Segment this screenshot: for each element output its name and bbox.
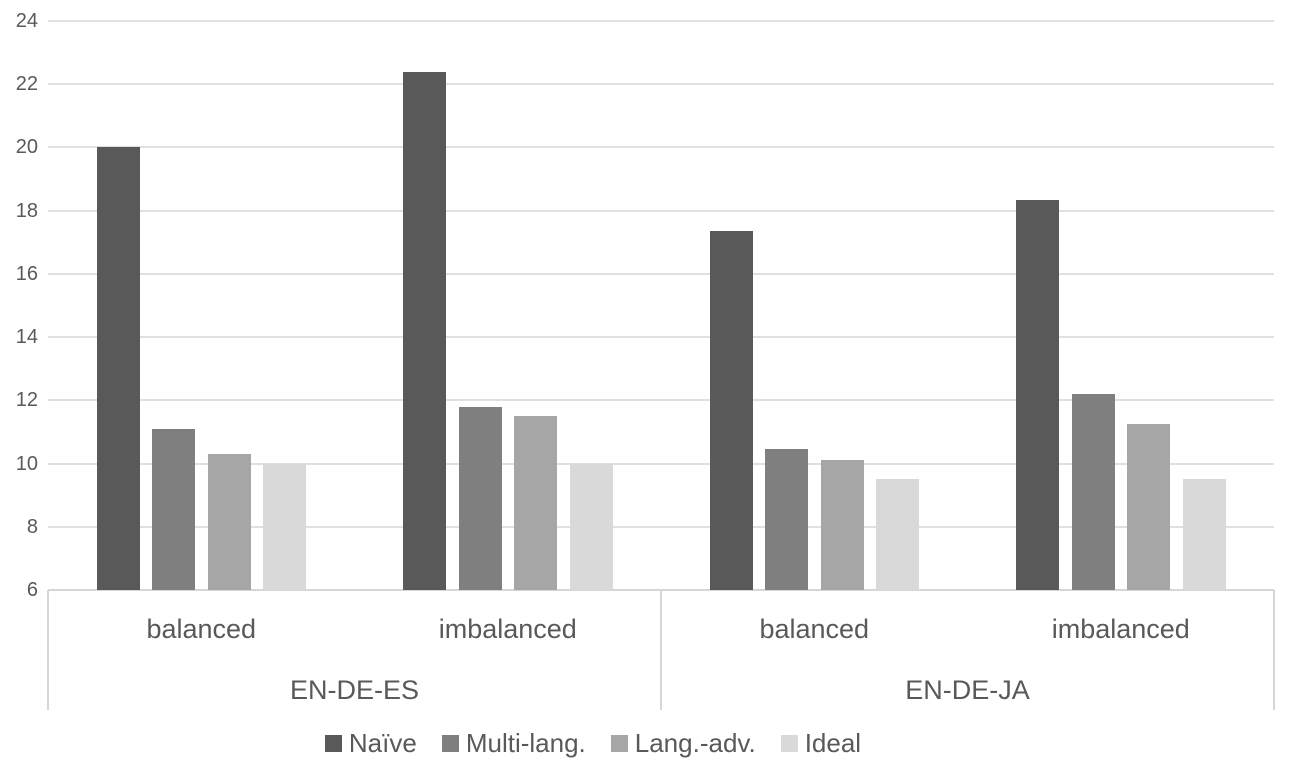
bar-lang-adv-en-de-es-imbalanced — [514, 416, 557, 590]
legend-swatch-icon-ideal — [780, 734, 798, 752]
y-axis-tick-label: 24 — [15, 10, 38, 32]
legend-label-lang-adv: Lang.-adv. — [634, 728, 756, 758]
x-axis-category-label: balanced — [146, 614, 257, 644]
bar-ideal-en-de-es-imbalanced — [569, 463, 613, 590]
bar-ideal-en-de-ja-imbalanced — [1182, 479, 1226, 590]
x-axis-group-label: EN-DE-ES — [289, 675, 419, 705]
legend: Naïve Multi-lang. Lang.-adv. Ideal — [0, 725, 1241, 761]
bar-naive-en-de-ja-imbalanced — [1016, 199, 1059, 590]
y-axis-tick-label: 12 — [15, 389, 38, 412]
legend-swatch-icon-lang-adv — [610, 734, 628, 752]
bar-multi-lang-en-de-es-balanced — [152, 428, 195, 590]
gridline — [48, 272, 1274, 275]
y-axis-tick-label: 20 — [15, 136, 38, 159]
bar-naive-en-de-ja-balanced — [709, 231, 753, 590]
legend-label-ideal: Ideal — [804, 728, 862, 758]
legend-label-naive: Naïve — [348, 728, 417, 758]
x-axis-category-label: imbalanced — [438, 614, 577, 644]
y-axis-tick-label: 22 — [15, 73, 38, 96]
gridline — [48, 462, 1274, 465]
category-divider — [1273, 590, 1275, 710]
legend-swatch-icon-naive — [324, 734, 342, 752]
gridline — [48, 209, 1274, 212]
bar-lang-adv-en-de-es-balanced — [207, 454, 251, 590]
y-axis-tick-label: 16 — [15, 262, 38, 285]
legend-item-multi-lang: Multi-lang. — [441, 726, 586, 760]
bar-multi-lang-en-de-ja-balanced — [765, 449, 808, 590]
bar-ideal-en-de-es-balanced — [263, 463, 306, 590]
legend-item-lang-adv: Lang.-adv. — [610, 726, 756, 760]
legend-item-naive: Naïve — [324, 726, 417, 760]
bar-multi-lang-en-de-ja-imbalanced — [1071, 394, 1115, 590]
x-axis-group-label: EN-DE-JA — [905, 675, 1030, 705]
bar-multi-lang-en-de-es-imbalanced — [458, 406, 502, 590]
bar-lang-adv-en-de-ja-balanced — [820, 460, 864, 590]
category-divider — [660, 590, 662, 710]
gridline — [48, 83, 1274, 86]
legend-swatch-icon-multi-lang — [441, 734, 459, 752]
category-divider — [47, 590, 49, 710]
y-axis-tick-label: 18 — [15, 199, 38, 222]
gridline — [48, 20, 1274, 22]
y-axis-tick-label: 8 — [26, 515, 38, 538]
bar-lang-adv-en-de-ja-imbalanced — [1127, 424, 1170, 590]
gridline — [48, 336, 1274, 339]
x-axis-category-label: imbalanced — [1051, 614, 1190, 644]
gridline — [48, 399, 1274, 402]
legend-label-multi-lang: Multi-lang. — [465, 728, 586, 758]
bar-ideal-en-de-ja-balanced — [876, 479, 919, 590]
y-axis-tick-label: 6 — [26, 579, 38, 601]
y-axis-tick-label: 14 — [15, 326, 38, 349]
y-axis-tick-label: 10 — [15, 452, 38, 475]
bar-naive-en-de-es-imbalanced — [403, 71, 446, 590]
x-axis-category-label: balanced — [759, 614, 870, 644]
bar-naive-en-de-es-balanced — [96, 147, 140, 590]
gridline — [48, 146, 1274, 149]
legend-item-ideal: Ideal — [780, 726, 862, 760]
gridline — [48, 525, 1274, 528]
